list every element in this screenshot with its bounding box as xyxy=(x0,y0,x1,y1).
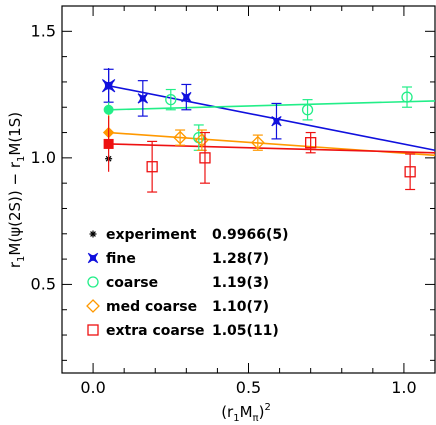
ticks: 0.0 0.5 1.0 0.5 1.0 1.5 xyxy=(31,6,435,397)
marker-circle xyxy=(401,91,413,103)
marker-square xyxy=(305,137,317,149)
extrapolated-point-fine xyxy=(101,68,116,104)
legend-label: extra coarse xyxy=(106,323,205,339)
legend-label: fine xyxy=(106,251,136,267)
y-axis-label: r1M(ψ(2S)) − r1M(1S) xyxy=(6,112,27,268)
data-point-med-coarse xyxy=(250,134,265,151)
legend-label: coarse xyxy=(106,275,158,291)
marker-star-line xyxy=(181,91,192,103)
data-point-extra-coarse xyxy=(199,131,211,184)
x-label-part: M xyxy=(240,403,253,421)
data-point-extra-coarse xyxy=(305,131,317,154)
marker-star-line xyxy=(137,93,149,104)
data-point-coarse xyxy=(165,88,177,111)
data-point-fine xyxy=(181,83,192,111)
y-label-sub: 1 xyxy=(16,256,27,262)
data-point-coarse xyxy=(401,86,413,108)
x-label-part: ) xyxy=(259,403,265,421)
marker-circle xyxy=(301,104,314,116)
data-point-extra-coarse xyxy=(404,153,416,191)
x-label-sup: 2 xyxy=(264,402,270,413)
data-point-med-coarse xyxy=(173,129,188,146)
legend-item-fine: fine 1.28(7) xyxy=(87,251,269,267)
legend-value: 0.9966(5) xyxy=(212,227,289,243)
legend-value: 1.19(3) xyxy=(212,275,269,291)
marker-burst-line xyxy=(90,231,96,237)
fit-line-coarse xyxy=(108,100,436,111)
data-point-fine xyxy=(137,80,149,117)
marker-square xyxy=(199,152,211,164)
extrapolated-point-coarse xyxy=(103,102,114,118)
marker-square-filled xyxy=(103,138,114,149)
legend-label: experiment xyxy=(106,227,197,243)
marker-square xyxy=(87,324,99,336)
marker-star-line xyxy=(87,252,99,264)
y-label-sub: 1 xyxy=(16,156,27,162)
data-point-coarse xyxy=(301,99,314,121)
x-axis-label: (r1Mπ)2 xyxy=(221,402,271,424)
y-tick-label: 1.0 xyxy=(31,148,56,167)
legend-label: med coarse xyxy=(106,299,197,315)
legend-item-coarse: coarse 1.19(3) xyxy=(87,275,269,291)
x-tick-label: 1.0 xyxy=(391,378,416,397)
extrapolated-point-extra-coarse xyxy=(103,116,114,172)
marker-star-line xyxy=(101,79,116,93)
x-label-sub: 1 xyxy=(233,413,239,424)
marker-circle xyxy=(165,93,177,106)
marker-diamond xyxy=(173,130,188,145)
y-tick-label: 0.5 xyxy=(31,274,56,293)
legend-item-med-coarse: med coarse 1.10(7) xyxy=(86,299,269,315)
marker-diamond xyxy=(194,133,209,148)
y-tick-label: 1.5 xyxy=(31,21,56,40)
marker-diamond xyxy=(86,299,100,313)
plot-frame xyxy=(61,5,436,374)
marker-circle xyxy=(87,276,99,288)
legend: experiment 0.9966(5) fine 1.28(7) coarse 1.19… xyxy=(86,227,289,339)
legend-item-experiment: experiment 0.9966(5) xyxy=(89,227,289,243)
marker-square xyxy=(404,166,416,178)
fit-lines xyxy=(108,84,436,157)
legend-item-extra-coarse: extra coarse 1.05(11) xyxy=(87,323,279,339)
data-point-extra-coarse xyxy=(146,140,158,193)
x-label-sub: π xyxy=(253,413,259,424)
x-tick-label: 0.5 xyxy=(236,378,261,397)
x-tick-label: 0.0 xyxy=(80,378,105,397)
fit-line-extra-coarse xyxy=(108,143,436,154)
marker-circle-filled xyxy=(103,104,114,115)
legend-value: 1.28(7) xyxy=(212,251,269,267)
data-points xyxy=(101,68,416,193)
fit-line-fine xyxy=(108,84,436,152)
legend-value: 1.05(11) xyxy=(212,323,279,339)
y-label-part: M(ψ(2S)) − r xyxy=(6,161,24,255)
marker-diamond xyxy=(250,135,265,150)
y-label-part: M(1S) xyxy=(6,112,24,156)
marker-square xyxy=(146,161,158,173)
data-point-fine xyxy=(271,102,282,140)
legend-value: 1.10(7) xyxy=(212,299,269,315)
marker-star-line xyxy=(271,115,282,127)
